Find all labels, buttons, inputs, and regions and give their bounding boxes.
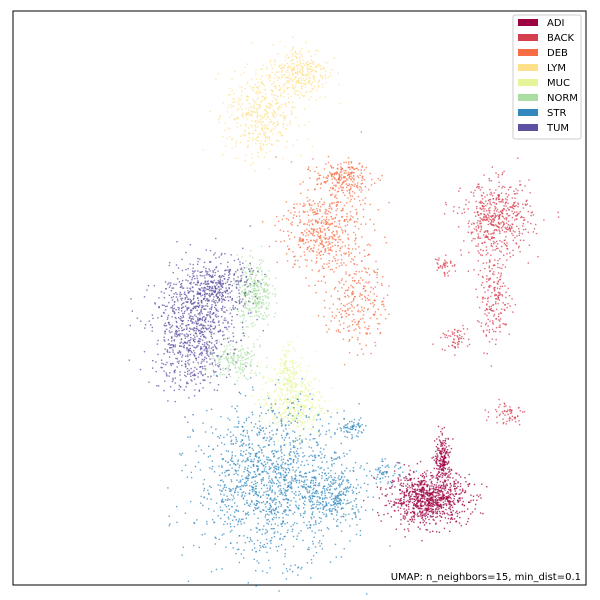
legend-swatch-tum xyxy=(518,124,538,131)
legend-swatch-deb xyxy=(518,49,538,56)
series-tum xyxy=(128,225,266,418)
series-back xyxy=(432,157,560,426)
legend-label-back: BACK xyxy=(547,33,575,44)
legend-swatch-lym xyxy=(518,64,538,71)
legend-swatch-back xyxy=(518,34,538,41)
series-adi xyxy=(363,425,488,542)
legend-label-lym: LYM xyxy=(547,63,566,74)
umap-params-annotation: UMAP: n_neighbors=15, min_dist=0.1 xyxy=(391,572,581,583)
legend-swatch-adi xyxy=(518,19,538,26)
scatter-points xyxy=(128,36,560,595)
legend-frame xyxy=(512,14,582,140)
series-lym xyxy=(202,36,342,172)
legend-swatch-norm xyxy=(518,94,538,101)
legend-label-adi: ADI xyxy=(547,18,565,29)
legend-label-norm: NORM xyxy=(547,93,578,104)
legend-label-deb: DEB xyxy=(547,48,568,59)
axes-frame xyxy=(12,10,587,586)
legend-swatch-str xyxy=(518,109,538,116)
legend-swatch-muc xyxy=(518,79,538,86)
series-muc xyxy=(246,335,346,458)
legend-label-muc: MUC xyxy=(547,78,570,89)
legend: ADI BACK DEB LYM MUC NORM STR TUM xyxy=(512,14,582,140)
legend-label-tum: TUM xyxy=(546,123,569,134)
legend-label-str: STR xyxy=(547,108,566,119)
series-deb xyxy=(261,131,390,366)
series-str xyxy=(167,368,432,595)
